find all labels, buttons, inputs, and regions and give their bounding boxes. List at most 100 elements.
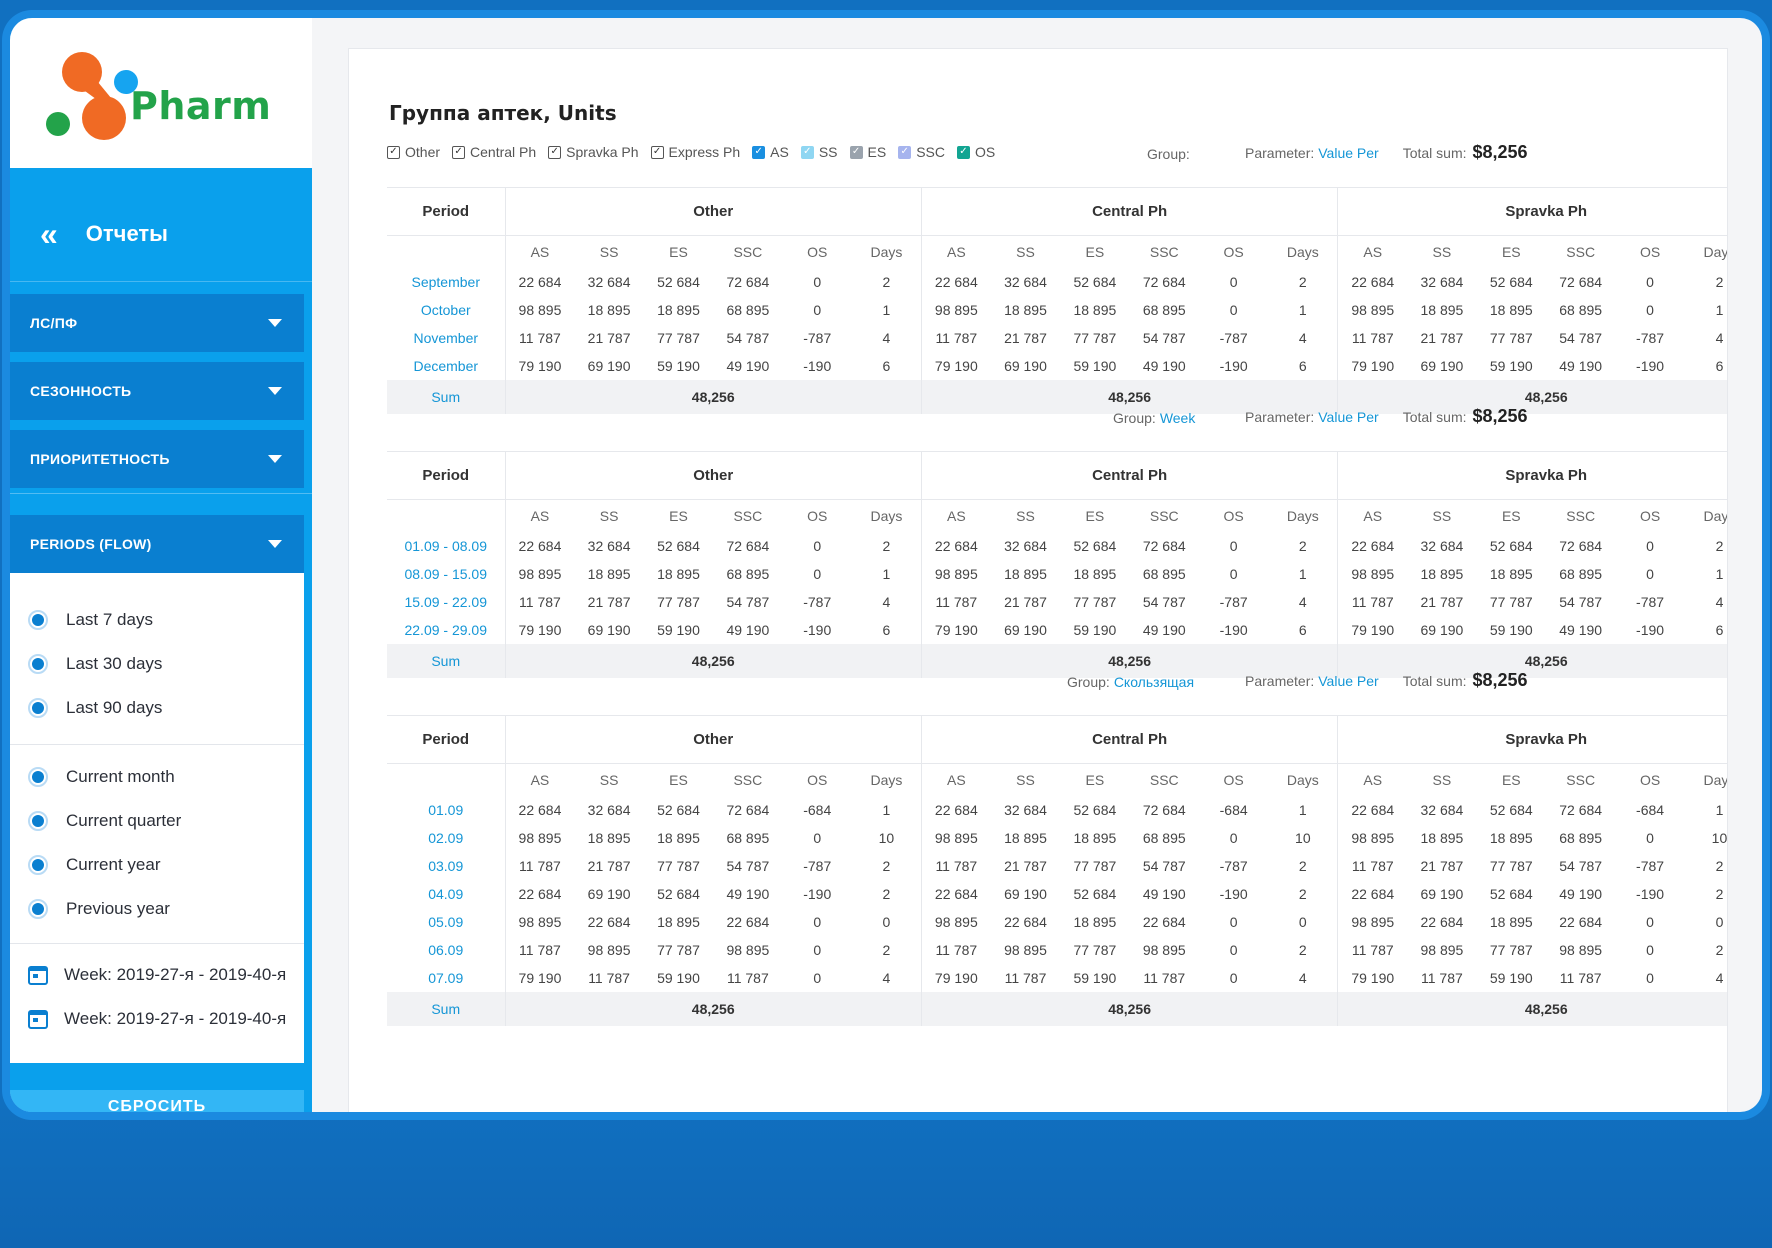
sum-value: 48,256 [920,643,1338,678]
week-range-1[interactable]: Week: 2019-27-я - 2019-40-я [28,965,286,985]
table-cell: 98 895 [1337,295,1408,324]
table-cell: 32 684 [587,273,631,290]
radio-last-90-days[interactable]: Last 90 days [28,698,162,718]
filter-checkbox-as[interactable]: ✓ AS [752,144,789,160]
period-link[interactable]: November [413,329,479,346]
table-cell: 32 684 [1420,801,1464,818]
week-range-2[interactable]: Week: 2019-27-я - 2019-40-я [28,1009,286,1029]
table-cell: -787 [803,593,832,610]
dropdown-periods-flow[interactable]: PERIODS (FLOW) [10,515,304,573]
group-setting[interactable]: Group: Week [1113,410,1195,426]
table-cell: 68 895 [726,829,770,846]
group-setting[interactable]: Group: Скользящая [1067,674,1194,690]
table-cell: 22 684 [920,795,991,824]
radio-label: Previous year [66,899,170,918]
dropdown-priority[interactable]: ПРИОРИТЕТНОСТЬ [10,430,304,488]
radio-current-year[interactable]: Current year [28,855,160,875]
table-cell: -190 [1636,357,1665,374]
table-cell: 4 [882,329,891,346]
report-table: Period Other Central Ph Spravka Ph AS SS ES SSC… [387,187,1727,414]
sidebar: Pharm « Отчеты ЛС/ПФ СЕЗОННОСТЬ ПРИОРИТЕ… [10,18,312,1112]
group-value[interactable]: Скользящая [1113,674,1195,690]
table-cell: -787 [1219,593,1248,610]
report-table: Period Other Central Ph Spravka Ph AS SS ES SSC… [387,451,1727,678]
table-cell: 1 [1298,801,1307,818]
period-link[interactable]: 04.09 [428,885,464,902]
period-link[interactable]: 02.09 [428,829,464,846]
period-link[interactable]: 22.09 - 29.09 [404,621,487,638]
period-link[interactable]: 01.09 - 08.09 [404,537,487,554]
group-setting[interactable]: Group: [1147,146,1194,162]
filter-checkbox-ssc[interactable]: ✓ SSC [898,144,945,160]
table-row: 03.09 11 787 21 787 77 787 54 787 -787 2 11 787… [387,851,1727,880]
table-cell: 98 895 [504,559,575,588]
group-label: Group: [1147,146,1190,162]
table-cell: 0 [813,565,822,582]
subcolumn-header: OS [782,499,852,532]
parameter-value[interactable]: Value Per [1318,145,1379,161]
period-link[interactable]: 15.09 - 22.09 [404,593,487,610]
table-cell: 21 787 [1420,857,1464,874]
filter-checkbox-other[interactable]: ✓ Other [387,144,440,160]
table-cell: 11 787 [920,935,991,964]
caret-down-icon [268,455,282,463]
filter-checkbox-ss[interactable]: ✓ SS [800,144,838,160]
period-link[interactable]: September [411,273,480,290]
period-link[interactable]: 05.09 [428,913,464,930]
table-cell: 22 684 [1004,913,1047,930]
dropdown-label: СЕЗОННОСТЬ [30,383,132,399]
table-cell: 0 [1229,301,1238,318]
checkbox-icon: ✓ [650,145,664,159]
caret-down-icon [268,540,282,548]
table-row: 15.09 - 22.09 11 787 21 787 77 787 54 787 -78… [387,587,1727,616]
reset-button[interactable]: СБРОСИТЬ [10,1090,304,1112]
table-cell: -684 [1636,801,1665,818]
table-cell: 22 684 [504,267,575,296]
table-cell: 79 190 [504,615,575,644]
parameter-value[interactable]: Value Per [1318,673,1379,689]
table-cell: 49 190 [726,885,770,902]
filter-checkbox-es[interactable]: ✓ ES [849,144,886,160]
dropdown-ls-pf[interactable]: ЛС/ПФ [10,294,304,352]
parameter-value[interactable]: Value Per [1318,409,1379,425]
subcolumn-header: Days [851,235,922,268]
radio-last-30-days[interactable]: Last 30 days [28,654,162,674]
table-cell: -787 [803,329,832,346]
table-cell: 11 787 [504,323,575,352]
period-link[interactable]: 08.09 - 15.09 [404,565,487,582]
app-window: Pharm « Отчеты ЛС/ПФ СЕЗОННОСТЬ ПРИОРИТЕ… [10,18,1762,1112]
group-value[interactable]: Week [1159,410,1196,426]
table-cell: 68 895 [1559,565,1603,582]
panel-divider [10,943,304,944]
radio-label: Current month [66,767,175,786]
report-info-bar: Parameter: Value Per Total sum: $8,256 [1245,142,1528,163]
table-cell: 77 787 [657,593,700,610]
period-link[interactable]: October [420,301,471,318]
radio-current-month[interactable]: Current month [28,767,175,787]
period-link[interactable]: 07.09 [428,969,464,986]
radio-current-quarter[interactable]: Current quarter [28,811,181,831]
radio-previous-year[interactable]: Previous year [28,899,170,919]
dropdown-seasonality[interactable]: СЕЗОННОСТЬ [10,362,304,420]
dropdown-label: PERIODS (FLOW) [30,536,152,552]
table-row: December 79 190 69 190 59 190 49 190 -190 6 79 … [387,351,1727,380]
period-link[interactable]: 06.09 [428,941,464,958]
period-link[interactable]: 03.09 [428,857,464,874]
table-cell: 79 190 [920,615,991,644]
table-cell: 22 684 [726,913,770,930]
table-cell: 49 190 [1559,885,1603,902]
radio-last-7-days[interactable]: Last 7 days [28,610,153,630]
filter-checkbox-express-ph[interactable]: ✓ Express Ph [650,144,740,160]
collapse-chevron-icon[interactable]: « [40,215,58,252]
filter-checkbox-os[interactable]: ✓ OS [957,144,995,160]
table-cell: 72 684 [726,273,770,290]
filter-checkbox-central-ph[interactable]: ✓ Central Ph [452,144,536,160]
subcolumn-header: SSC [713,499,783,532]
table-cell: 18 895 [1073,829,1117,846]
period-link[interactable]: 01.09 [428,801,464,818]
table-cell: 72 684 [726,537,770,554]
period-link[interactable]: December [413,357,479,374]
table-cell: 72 684 [1142,801,1186,818]
table-cell: 79 190 [920,963,991,992]
filter-checkbox-spravka-ph[interactable]: ✓ Spravka Ph [548,144,639,160]
